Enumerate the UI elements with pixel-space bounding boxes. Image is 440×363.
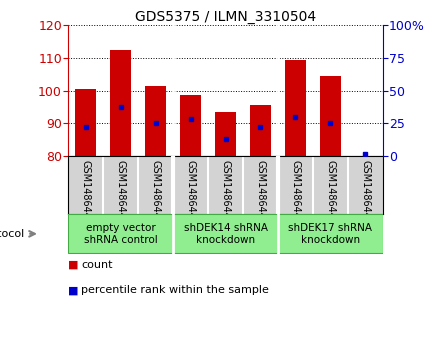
Bar — [320, 76, 341, 156]
Bar — [278, 215, 383, 253]
Text: GSM1486441: GSM1486441 — [116, 160, 126, 225]
Text: GSM1486447: GSM1486447 — [325, 160, 335, 225]
Text: ■: ■ — [68, 260, 79, 270]
Text: percentile rank within the sample: percentile rank within the sample — [81, 285, 269, 295]
Text: GSM1486443: GSM1486443 — [186, 160, 195, 225]
Text: shDEK14 shRNA
knockdown: shDEK14 shRNA knockdown — [183, 223, 268, 245]
Bar — [180, 95, 201, 156]
Text: count: count — [81, 260, 113, 270]
Text: protocol: protocol — [0, 229, 24, 239]
Text: shDEK17 shRNA
knockdown: shDEK17 shRNA knockdown — [288, 223, 372, 245]
Bar — [145, 86, 166, 156]
Text: GSM1486442: GSM1486442 — [150, 160, 161, 225]
Bar — [173, 215, 278, 253]
Text: GSM1486444: GSM1486444 — [220, 160, 231, 225]
Text: ■: ■ — [68, 285, 79, 295]
Bar — [215, 112, 236, 156]
Text: GSM1486440: GSM1486440 — [81, 160, 91, 225]
Bar — [68, 215, 173, 253]
Text: GSM1486445: GSM1486445 — [256, 160, 265, 225]
Bar — [250, 105, 271, 156]
Text: GSM1486448: GSM1486448 — [360, 160, 370, 225]
Text: empty vector
shRNA control: empty vector shRNA control — [84, 223, 158, 245]
Bar — [110, 50, 131, 156]
Title: GDS5375 / ILMN_3310504: GDS5375 / ILMN_3310504 — [135, 11, 316, 24]
Bar — [285, 60, 306, 156]
Bar — [75, 89, 96, 156]
Text: GSM1486446: GSM1486446 — [290, 160, 301, 225]
